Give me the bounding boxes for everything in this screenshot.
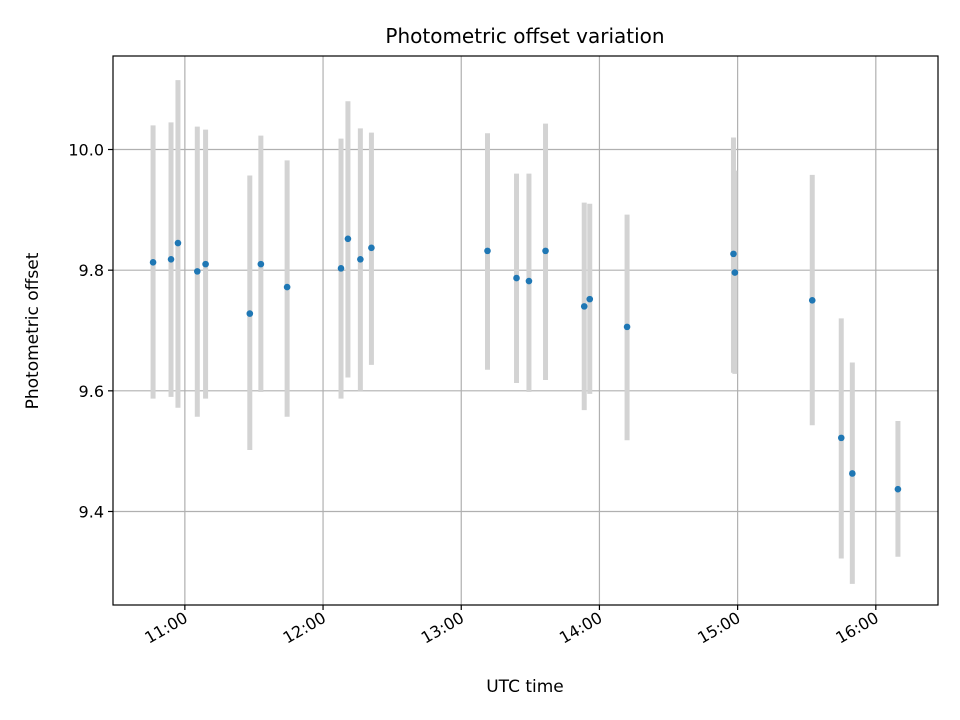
y-axis-title: Photometric offset xyxy=(23,252,43,409)
data-point xyxy=(542,247,549,255)
data-point xyxy=(202,260,209,268)
point-layer xyxy=(149,235,902,493)
data-point xyxy=(174,239,182,247)
data-point xyxy=(849,470,856,477)
data-point xyxy=(513,274,520,282)
y-tick-label: 9.4 xyxy=(79,502,104,521)
data-point xyxy=(623,323,631,331)
data-point xyxy=(586,295,594,303)
data-point xyxy=(246,310,254,317)
data-point xyxy=(894,485,902,493)
data-point xyxy=(837,434,845,442)
y-tick-label: 9.8 xyxy=(79,261,104,280)
x-axis-title: UTC time xyxy=(486,677,564,697)
data-point xyxy=(808,297,816,304)
y-tick-label: 9.6 xyxy=(79,382,104,401)
data-point xyxy=(357,256,364,263)
data-point xyxy=(580,303,588,310)
data-point xyxy=(730,250,737,258)
data-point xyxy=(257,260,265,268)
data-point xyxy=(149,259,157,266)
data-point xyxy=(337,265,345,272)
data-point xyxy=(731,269,739,276)
grid-layer xyxy=(113,56,938,605)
plot-frame xyxy=(112,55,939,606)
y-tick-label: 10.0 xyxy=(68,141,104,160)
data-point xyxy=(167,256,175,263)
data-point xyxy=(193,268,201,275)
data-point xyxy=(344,235,352,243)
data-point xyxy=(525,277,533,285)
data-point xyxy=(283,283,291,291)
data-point xyxy=(484,247,491,255)
chart-title: Photometric offset variation xyxy=(385,24,664,48)
data-point xyxy=(368,244,375,252)
